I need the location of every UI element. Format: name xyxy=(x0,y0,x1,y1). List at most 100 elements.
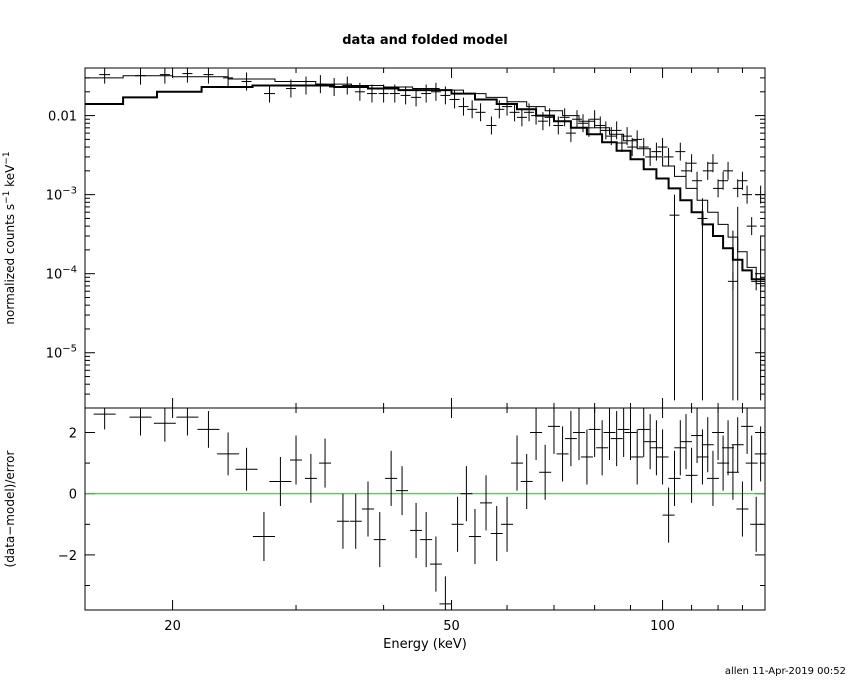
lower-plot-frame xyxy=(84,407,766,611)
residual-point xyxy=(662,487,675,543)
data-point xyxy=(713,179,724,198)
lower-y-tick-labels: 2 0 −2 xyxy=(58,426,77,563)
residual-point xyxy=(547,408,560,454)
x-tick-label: 100 xyxy=(650,619,675,634)
data-point xyxy=(467,100,478,119)
data-point xyxy=(751,272,762,291)
tick-mantissa: 0.01 xyxy=(48,110,77,125)
residual-point xyxy=(691,408,704,464)
data-point xyxy=(135,68,147,85)
data-point xyxy=(486,116,497,135)
data-point xyxy=(421,84,432,103)
data-point xyxy=(182,68,193,83)
data-point xyxy=(622,127,633,146)
data-point xyxy=(524,103,535,122)
data-point xyxy=(611,121,622,140)
data-point xyxy=(600,121,611,140)
y-tick-label: 10−4 xyxy=(46,265,77,283)
data-point xyxy=(378,84,389,103)
residual-point xyxy=(750,496,763,552)
x-tick-labels: 20 50 100 xyxy=(164,619,675,634)
data-point xyxy=(389,84,400,103)
upper-data-points xyxy=(99,68,766,401)
data-point xyxy=(223,68,234,87)
data-point xyxy=(737,171,748,190)
residual-point xyxy=(644,414,657,470)
data-point xyxy=(509,103,520,122)
data-point xyxy=(544,108,555,127)
data-point xyxy=(595,116,606,135)
residual-points xyxy=(93,408,767,610)
x-tick-label: 50 xyxy=(443,619,460,634)
residual-point xyxy=(564,411,577,467)
residual-point xyxy=(176,408,199,436)
data-point xyxy=(657,138,668,157)
data-point xyxy=(746,217,757,236)
data-point xyxy=(411,88,422,107)
data-point xyxy=(366,84,377,103)
lower-y-axis-label: (data−model)/error xyxy=(3,450,17,567)
residual-point xyxy=(685,447,698,503)
data-point xyxy=(502,97,513,116)
residual-point xyxy=(679,414,692,470)
residual-point xyxy=(696,429,709,485)
data-point xyxy=(572,110,583,129)
data-point xyxy=(315,75,326,94)
residual-point xyxy=(741,408,754,454)
residual-point xyxy=(556,426,569,482)
data-point xyxy=(516,108,527,127)
data-point xyxy=(458,97,469,116)
data-point xyxy=(241,72,252,91)
residual-point xyxy=(490,505,503,562)
data-point xyxy=(329,77,340,96)
data-point xyxy=(680,161,691,180)
residual-point xyxy=(451,496,464,552)
residual-point xyxy=(420,512,433,568)
ylabel-sup1: −1 xyxy=(2,191,12,204)
residual-point xyxy=(373,512,386,568)
residual-point xyxy=(712,408,725,461)
data-point xyxy=(449,90,460,109)
data-point xyxy=(663,147,674,166)
data-point xyxy=(475,103,486,122)
residual-point xyxy=(511,435,524,491)
residual-point xyxy=(596,420,609,476)
residual-point xyxy=(603,408,616,461)
residual-point xyxy=(290,435,303,485)
data-point xyxy=(606,127,617,146)
residual-point xyxy=(573,408,586,461)
residual-point xyxy=(588,408,601,457)
residual-point xyxy=(701,417,714,473)
data-point xyxy=(638,138,649,157)
residual-point xyxy=(197,411,220,448)
data-point xyxy=(692,171,703,190)
data-point xyxy=(632,130,643,149)
residual-point xyxy=(539,444,552,500)
data-point xyxy=(675,142,686,161)
data-point xyxy=(99,68,111,84)
data-point xyxy=(686,154,697,173)
y-tick-label: 10−3 xyxy=(46,186,77,204)
residual-point xyxy=(252,512,275,562)
tick-exponent: −4 xyxy=(62,265,77,276)
data-point xyxy=(742,185,753,204)
residual-point xyxy=(617,408,630,457)
tick-mantissa: 10 xyxy=(46,268,63,283)
x-axis-label: Energy (keV) xyxy=(383,637,467,652)
data-point xyxy=(589,110,600,129)
data-point xyxy=(732,179,743,198)
y-tick-label: 2 xyxy=(69,426,77,441)
residual-point xyxy=(731,417,744,473)
data-point xyxy=(627,138,638,157)
residual-point xyxy=(217,432,240,476)
data-point xyxy=(651,142,662,161)
data-point xyxy=(755,185,766,204)
data-point xyxy=(565,124,576,143)
model-step-line xyxy=(85,84,765,281)
tick-mantissa: 10 xyxy=(46,347,63,362)
tick-exponent: −3 xyxy=(62,186,77,197)
upper-axis-ticks xyxy=(85,67,766,409)
residual-point xyxy=(656,429,669,485)
